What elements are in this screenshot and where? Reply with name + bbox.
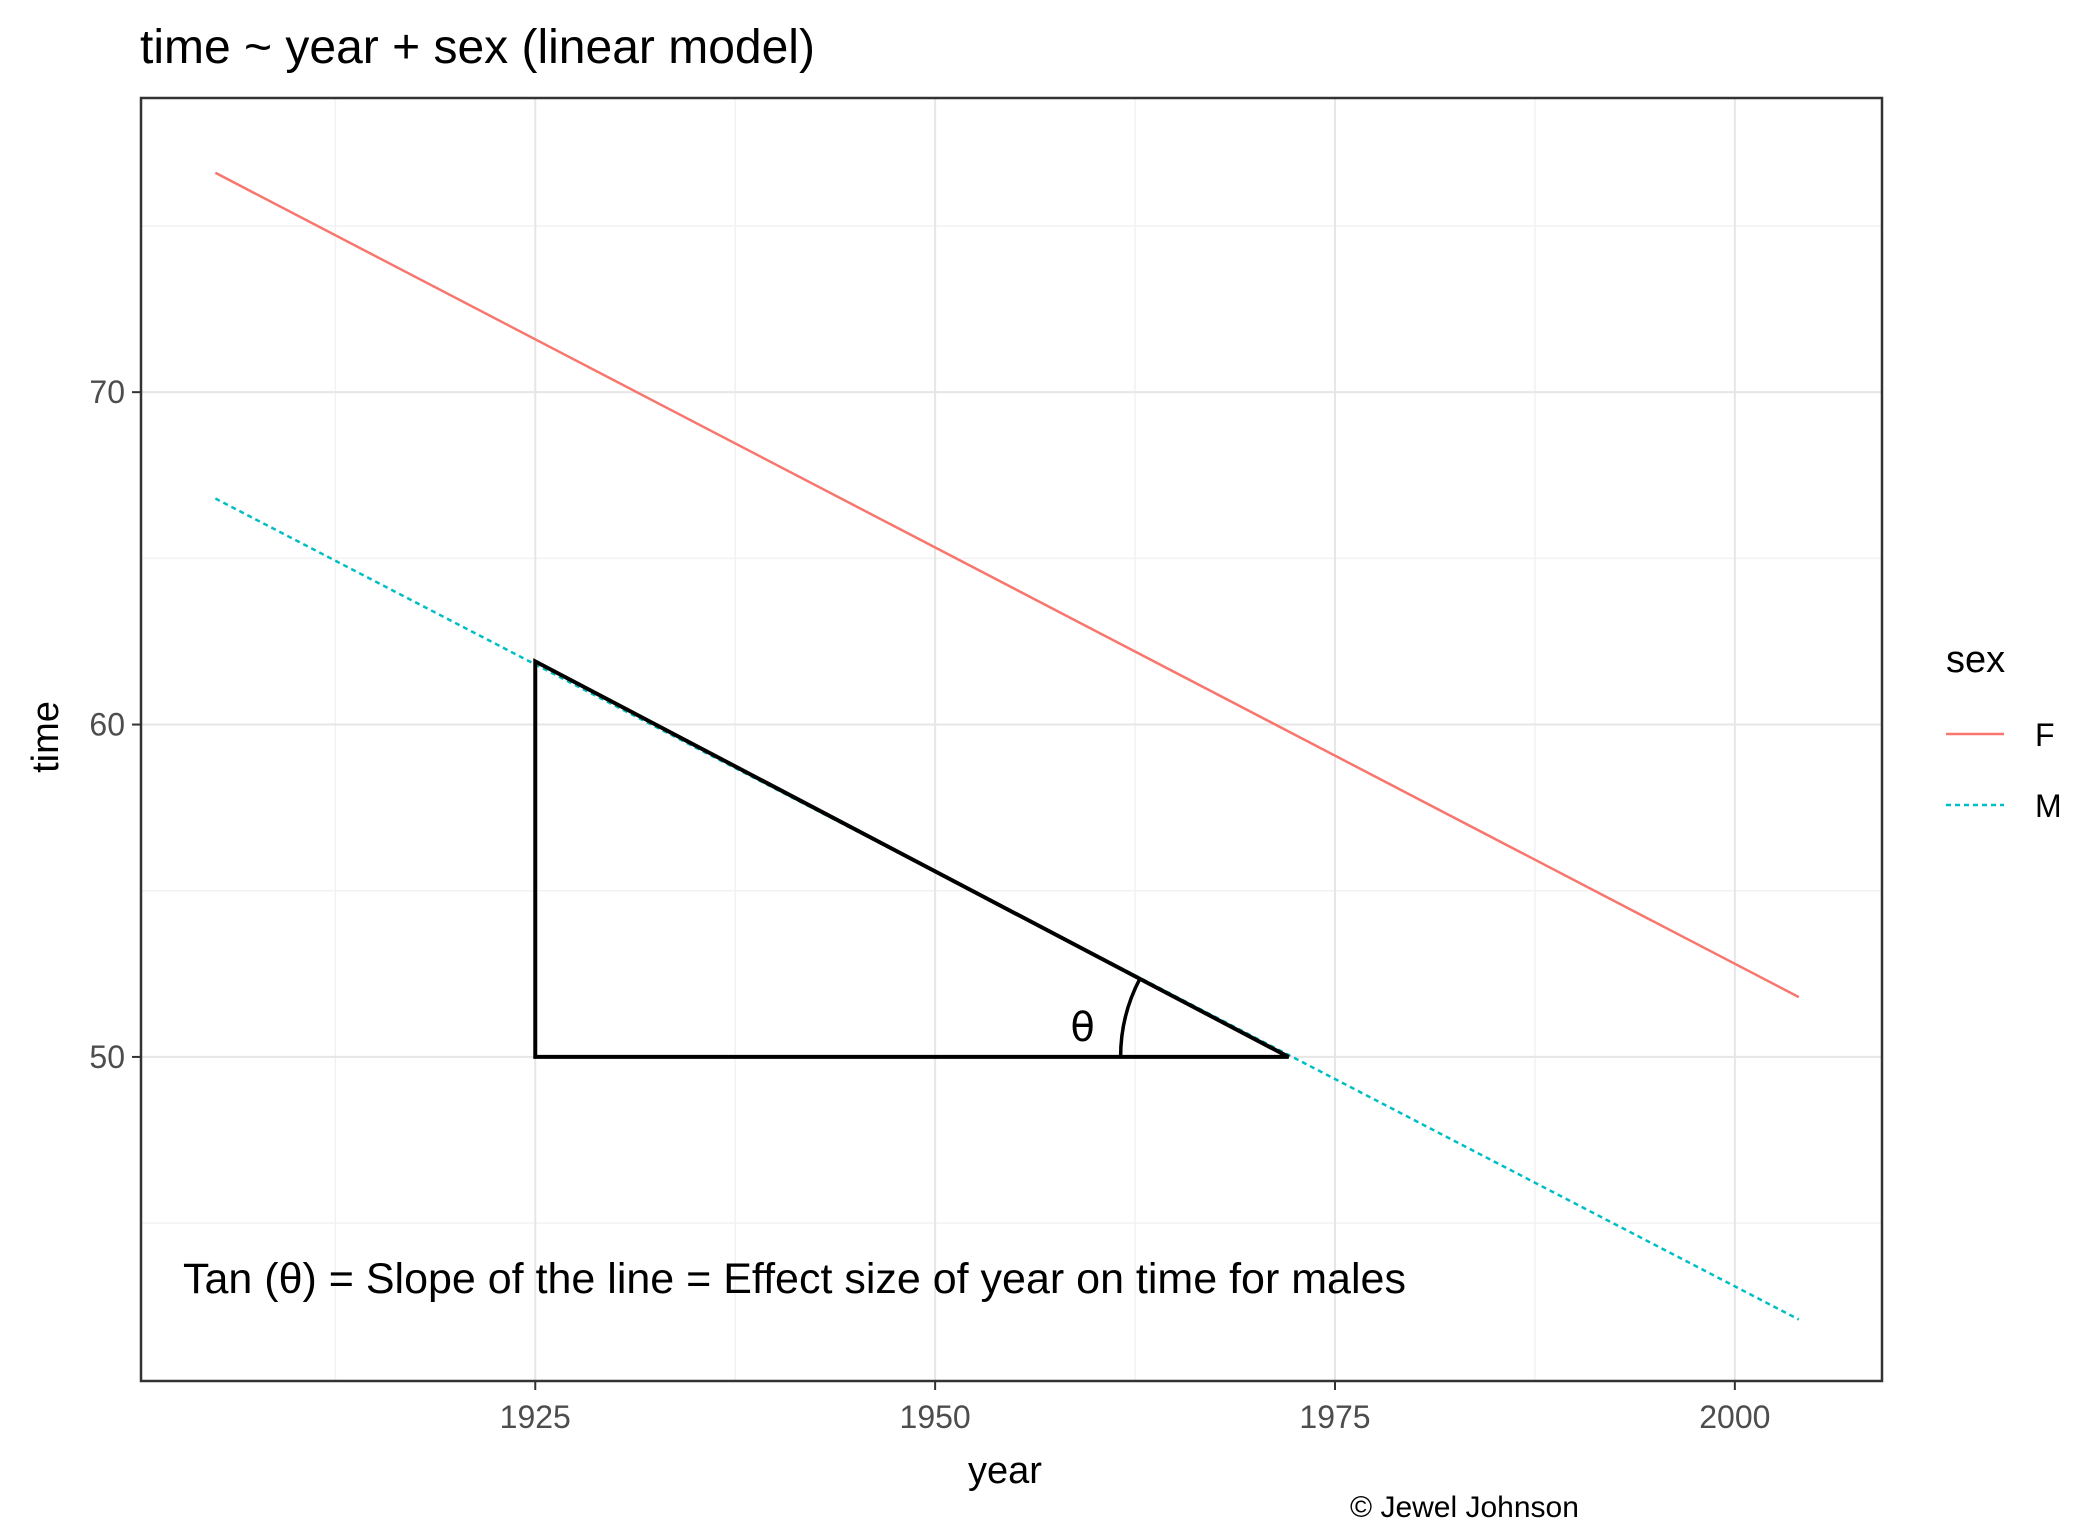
y-tick-label: 70 [89,374,125,410]
x-axis-ticks: 1925 1950 1975 2000 [500,1381,1770,1435]
legend-items: FM [1946,717,2062,824]
series-line-f [214,171,1800,999]
slope-triangle [533,658,1290,1059]
y-tick-label: 60 [89,707,125,743]
legend-label-m: M [2035,788,2062,824]
annotation-text: Tan (θ) = Slope of the line = Effect siz… [183,1255,1406,1303]
x-tick-label: 2000 [1699,1399,1770,1435]
chart-title: time ~ year + sex (linear model) [140,21,815,74]
legend: sex FM [1946,639,2062,824]
y-axis-title: time [25,701,67,773]
plot-panel-border [139,96,1884,1383]
x-tick-label: 1950 [900,1399,971,1435]
angle-label: θ [1070,1005,1094,1051]
x-tick-label: 1975 [1299,1399,1370,1435]
angle-arc [1118,978,1142,1057]
plot-panel [141,98,1882,1381]
slope-triangle-annotation: θ [533,658,1290,1059]
y-axis-ticks: 50 60 70 [89,374,141,1075]
x-tick-label: 1925 [500,1399,571,1435]
legend-label-f: F [2035,717,2055,753]
copyright-text: © Jewel Johnson [1350,1491,1579,1519]
legend-title: sex [1946,639,2005,681]
x-axis-title: year [968,1450,1042,1492]
y-tick-label: 50 [89,1039,125,1075]
